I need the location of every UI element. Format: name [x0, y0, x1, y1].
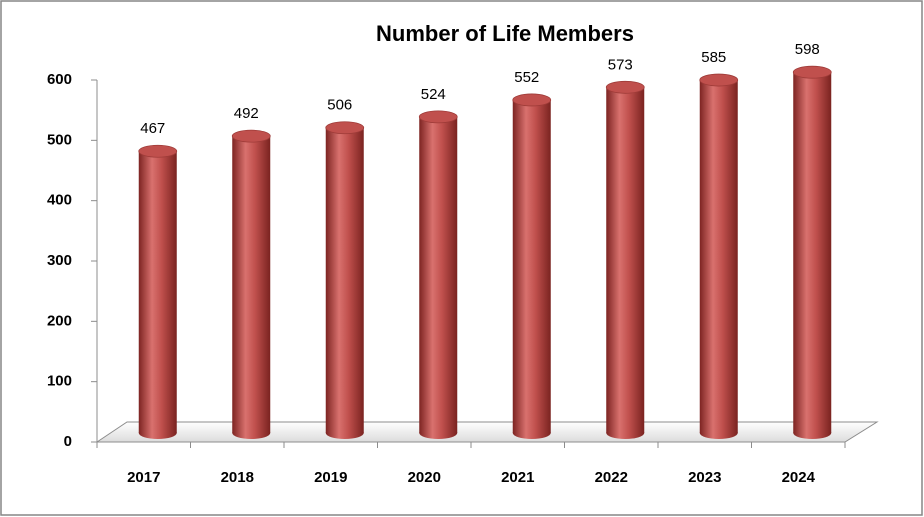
- x-tick-label: 2019: [314, 469, 347, 486]
- bar: [606, 87, 645, 433]
- y-tick-label: 500: [47, 131, 72, 148]
- x-tick-label: 2018: [221, 469, 254, 486]
- chart-title: Number of Life Members: [376, 21, 634, 46]
- x-tick-label: 2021: [501, 469, 534, 486]
- bar-top: [418, 110, 458, 124]
- data-label: 467: [140, 120, 165, 137]
- bar: [699, 80, 738, 434]
- bar-top: [792, 65, 832, 79]
- bar-top: [605, 80, 645, 94]
- bar-top: [138, 144, 178, 158]
- y-tick-label: 0: [64, 433, 72, 450]
- data-label: 552: [514, 69, 539, 86]
- y-tick-label: 600: [47, 71, 72, 88]
- bar: [512, 99, 551, 434]
- data-label: 598: [795, 41, 820, 58]
- x-tick-label: 2022: [595, 469, 628, 486]
- y-tick-label: 400: [47, 192, 72, 209]
- y-tick-label: 200: [47, 312, 72, 329]
- y-tick-label: 100: [47, 373, 72, 390]
- floor: [95, 421, 879, 443]
- bar: [793, 72, 832, 433]
- bar: [232, 136, 271, 433]
- data-label: 573: [608, 56, 633, 73]
- bar-top: [512, 93, 552, 107]
- bar-top: [231, 129, 271, 143]
- bar: [419, 116, 458, 433]
- bar: [325, 127, 364, 434]
- bar-top: [699, 73, 739, 87]
- bar: [138, 151, 177, 433]
- x-tick-label: 2023: [688, 469, 721, 486]
- data-label: 524: [421, 86, 446, 103]
- x-tick-label: 2017: [127, 469, 160, 486]
- y-tick-label: 300: [47, 252, 72, 269]
- data-label: 585: [701, 49, 726, 66]
- data-label: 506: [327, 97, 352, 114]
- bar-top: [325, 121, 365, 135]
- data-label: 492: [234, 105, 259, 122]
- x-tick-label: 2024: [782, 469, 816, 486]
- x-tick-label: 2020: [408, 469, 441, 486]
